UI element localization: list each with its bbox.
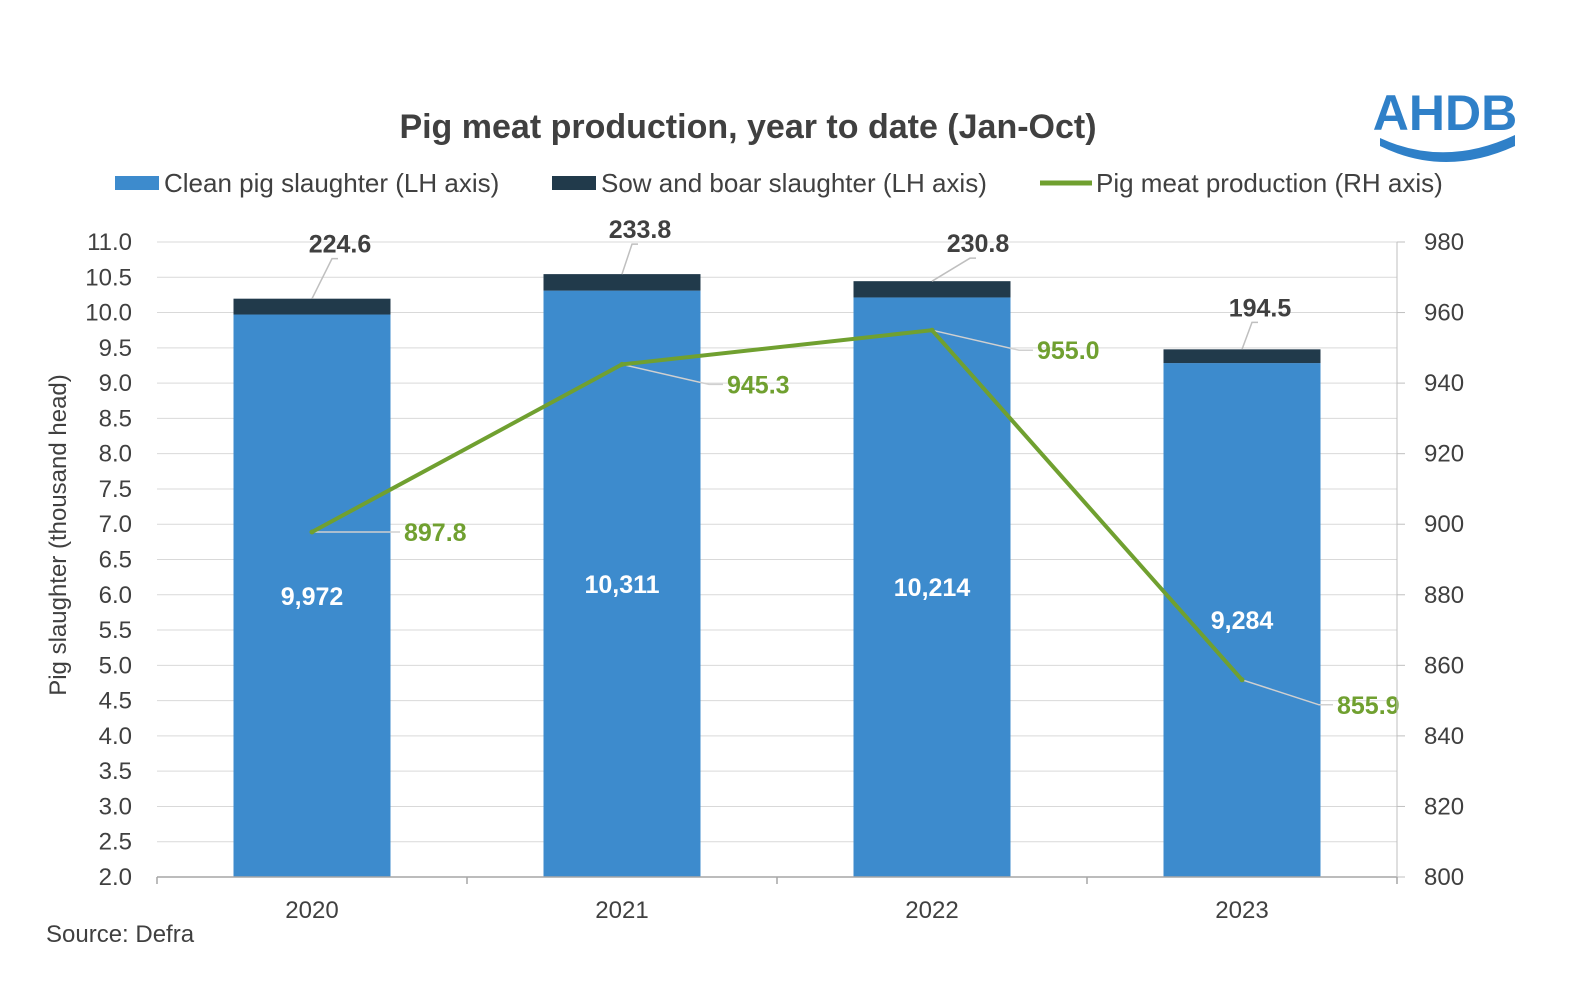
left-tick-label: 9.5 [99, 335, 132, 362]
left-tick-label: 5.0 [99, 652, 132, 679]
leader-line [621, 363, 723, 386]
left-tick-label: 8.5 [99, 405, 132, 432]
production-point [309, 529, 315, 535]
x-tick-label: 2023 [1215, 897, 1268, 924]
line-label-production: 897.8 [404, 519, 467, 547]
left-tick-label: 8.0 [99, 441, 132, 468]
legend: Clean pig slaughter (LH axis) Sow and bo… [115, 168, 1443, 198]
left-tick-label: 4.5 [99, 688, 132, 715]
bar-clean-pig [233, 314, 391, 877]
right-tick-label: 980 [1424, 229, 1464, 256]
chart-title: Pig meat production, year to date (Jan-O… [399, 108, 1096, 146]
left-axis-title: Pig slaughter (thousand head) [45, 374, 72, 696]
right-axis-ticks: 800 820 840 860 880 900 920 940 960 980 [1397, 229, 1464, 891]
left-tick-label: 6.5 [99, 547, 132, 574]
left-tick-label: 7.5 [99, 476, 132, 503]
left-tick-label: 2.0 [99, 864, 132, 891]
bar-clean-pig [543, 290, 701, 877]
leader-lines [311, 243, 1333, 706]
line-label-production: 855.9 [1337, 692, 1400, 720]
right-tick-label: 800 [1424, 864, 1464, 891]
bar-label-sow-boar: 233.8 [609, 216, 672, 244]
left-tick-label: 11.0 [87, 229, 132, 256]
bar-sow-boar [853, 281, 1011, 298]
left-tick-label: 9.0 [99, 370, 132, 397]
production-line [309, 327, 1245, 683]
bar-label-clean: 10,311 [584, 571, 659, 599]
bar-label-sow-boar: 194.5 [1229, 294, 1292, 322]
legend-swatch-clean [115, 176, 159, 190]
x-tick-label: 2022 [905, 897, 958, 924]
x-tick-label: 2020 [285, 897, 338, 924]
left-tick-label: 3.0 [99, 793, 132, 820]
left-tick-label: 3.5 [99, 758, 132, 785]
left-tick-label: 4.0 [99, 723, 132, 750]
left-tick-label: 10.0 [85, 300, 132, 327]
production-point [619, 361, 625, 367]
leader-line [621, 243, 638, 275]
right-tick-label: 880 [1424, 582, 1464, 609]
right-tick-label: 940 [1424, 370, 1464, 397]
left-axis-ticks: 2.0 2.5 3.0 3.5 4.0 4.5 5.0 5.5 6.0 6.5 7.0 7.5 8.0 8… [85, 229, 132, 891]
left-tick-label: 5.5 [99, 617, 132, 644]
left-tick-label: 2.5 [99, 829, 132, 856]
right-tick-label: 840 [1424, 723, 1464, 750]
logo: AHDB [1373, 85, 1517, 162]
line-label-production: 945.3 [727, 371, 790, 399]
leader-line [1241, 679, 1333, 706]
right-tick-label: 900 [1424, 511, 1464, 538]
leader-line [311, 257, 338, 300]
bar-label-sow-boar: 224.6 [309, 231, 372, 259]
legend-swatch-sow-boar [552, 176, 596, 190]
right-tick-label: 960 [1424, 300, 1464, 327]
x-tick-label: 2021 [595, 897, 648, 924]
logo-wave-icon [1380, 135, 1515, 162]
production-point [1239, 677, 1245, 683]
leader-line [931, 329, 1033, 351]
bar-label-clean: 9,284 [1211, 607, 1274, 635]
line-label-production: 955.0 [1037, 337, 1100, 365]
production-point [929, 327, 935, 333]
legend-label-clean: Clean pig slaughter (LH axis) [164, 168, 499, 198]
left-tick-label: 10.5 [85, 264, 132, 291]
bar-sow-boar [233, 298, 391, 315]
bar-label-clean: 10,214 [894, 574, 971, 602]
data-labels: 9,972 224.6 897.8 10,311 233.8 945.3 10,214 230… [281, 216, 1400, 720]
right-tick-label: 820 [1424, 793, 1464, 820]
right-tick-label: 920 [1424, 441, 1464, 468]
left-tick-label: 7.0 [99, 511, 132, 538]
leader-line [1241, 321, 1258, 350]
logo-text: AHDB [1373, 85, 1517, 141]
source-note: Source: Defra [46, 921, 195, 948]
leader-line [931, 257, 976, 282]
left-tick-label: 6.0 [99, 582, 132, 609]
right-tick-label: 860 [1424, 652, 1464, 679]
legend-label-sow-boar: Sow and boar slaughter (LH axis) [601, 168, 987, 198]
x-axis-ticks: 2020 2021 2022 2023 [156, 877, 1398, 924]
bar-sow-boar [543, 274, 701, 291]
bar-label-sow-boar: 230.8 [947, 230, 1010, 258]
legend-label-production: Pig meat production (RH axis) [1096, 168, 1443, 198]
production-line-path [311, 328, 1244, 682]
bar-sow-boar [1163, 349, 1321, 364]
bars [233, 274, 1321, 877]
bar-clean-pig [853, 297, 1011, 877]
bar-label-clean: 9,972 [281, 583, 344, 611]
